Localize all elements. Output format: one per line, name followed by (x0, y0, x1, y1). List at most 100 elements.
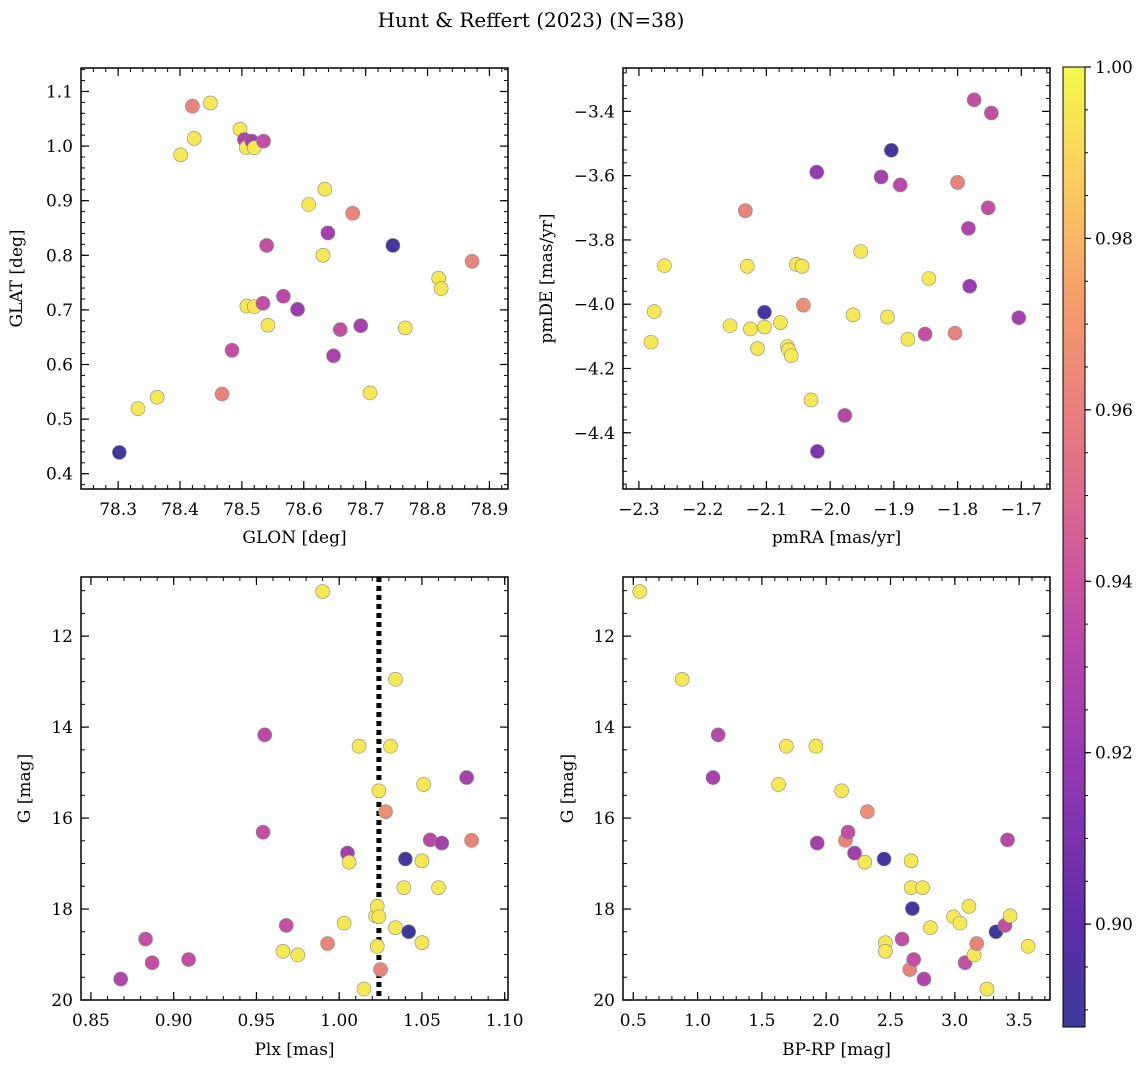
data-point (320, 225, 336, 241)
data-point (809, 164, 825, 180)
x-tick-label: 78.3 (99, 500, 137, 520)
x-tick-label: −2.3 (618, 500, 659, 520)
data-point (371, 909, 387, 925)
y-tick-label: −3.8 (574, 231, 615, 251)
data-point (181, 952, 196, 967)
colorbar-tick-label: 0.90 (1095, 915, 1133, 935)
x-tick-label: −2.1 (746, 500, 787, 520)
ticks-glon-glat: 78.3 78.4 78.5 78.6 78.7 78.8 78.9 0.4 0.5 0.6 0.7… (46, 68, 508, 520)
y-tick-label: 1.1 (46, 82, 73, 102)
data-point (138, 931, 153, 947)
data-point (809, 835, 825, 851)
x-tick-label: 78.9 (471, 500, 509, 520)
data-point (632, 584, 648, 599)
y-tick-label: 12 (593, 627, 615, 647)
y-tick-label: 16 (51, 809, 73, 829)
y-axis-label-g-right: G [mag] (558, 754, 578, 823)
data-point (401, 924, 416, 940)
data-point (396, 880, 412, 895)
data-point (794, 258, 810, 274)
data-point (130, 401, 146, 417)
data-point (796, 297, 811, 313)
data-point (332, 322, 348, 337)
data-point (779, 738, 794, 754)
data-point (905, 901, 920, 916)
x-axis-label-plx: Plx [mas] (254, 1040, 334, 1060)
y-tick-label: 0.5 (46, 410, 73, 430)
data-point (315, 247, 331, 263)
y-tick-label: −4.2 (574, 359, 615, 379)
data-point (961, 221, 976, 236)
data-point (880, 309, 895, 325)
data-point (947, 325, 963, 341)
x-tick-label: −1.7 (1001, 500, 1042, 520)
data-point (773, 315, 788, 330)
data-point (385, 238, 401, 253)
axes-frame-glon-glat (80, 67, 509, 490)
data-point (840, 824, 856, 840)
y-axis-label-pmde: pmDE [mas/yr] (537, 213, 557, 343)
data-point (414, 853, 430, 869)
figure-title: Hunt & Reffert (2023) (N=38) (378, 8, 685, 32)
colorbar-tick-label: 1.00 (1095, 58, 1133, 78)
data-point (336, 915, 352, 931)
data-point (255, 296, 271, 311)
colorbar-tick-label: 0.98 (1095, 229, 1133, 249)
scatter-pmra-pmde (643, 92, 1027, 459)
y-tick-label: 0.8 (46, 246, 73, 266)
data-point (371, 783, 387, 799)
data-point (433, 281, 449, 296)
data-point (923, 920, 938, 935)
data-point (757, 304, 772, 320)
ticks-plx-g: 0.85 0.90 0.95 1.00 1.05 1.10 12 14 16 18 20 (51, 577, 524, 1031)
data-point (383, 738, 398, 754)
data-point (214, 386, 230, 402)
data-point (915, 880, 930, 895)
data-point (362, 385, 378, 401)
scatter-plx-g (113, 577, 479, 1000)
data-point (290, 302, 305, 317)
x-tick-label: 1.05 (403, 1011, 441, 1031)
data-point (185, 98, 200, 114)
y-axis-label-glat: GLAT [deg] (7, 229, 27, 327)
data-point (369, 939, 385, 954)
data-point (950, 175, 965, 190)
y-tick-label: 0.6 (46, 356, 73, 376)
data-point (646, 304, 662, 319)
data-point (301, 197, 317, 212)
data-point (259, 238, 274, 253)
data-point (378, 804, 393, 819)
data-point (112, 445, 127, 460)
data-point (341, 854, 357, 870)
data-point (722, 318, 738, 334)
data-point (431, 880, 446, 895)
data-point (903, 853, 919, 869)
data-point (643, 334, 659, 350)
x-tick-label: 0.85 (72, 1011, 110, 1031)
data-point (857, 854, 873, 870)
data-point (315, 584, 330, 599)
x-axis-label-glon: GLON [deg] (242, 528, 346, 548)
data-point (743, 321, 758, 337)
data-point (373, 962, 388, 977)
y-tick-label: −4.4 (574, 424, 615, 444)
data-point (1002, 908, 1018, 924)
colorbar-tick-label: 0.92 (1095, 744, 1133, 764)
data-point (388, 920, 403, 935)
data-point (916, 971, 932, 987)
data-point (710, 727, 726, 743)
panel-bprp-g: 0.5 1.0 1.5 2.0 2.5 3.0 3.5 12 14 16 18 20 BP-RP [m… (558, 576, 1051, 1060)
panel-glon-glat: 78.3 78.4 78.5 78.6 78.7 78.8 78.9 0.4 0.5 0.6 0.7… (7, 67, 509, 548)
x-tick-label: 78.4 (161, 500, 199, 520)
data-point (783, 348, 799, 363)
x-axis-label-bprp: BP-RP [mag] (782, 1040, 891, 1060)
data-point (969, 936, 984, 951)
data-point (356, 981, 372, 997)
data-point (414, 935, 430, 950)
x-tick-label: 3.5 (1006, 1011, 1033, 1031)
data-point (739, 258, 755, 274)
x-tick-label: 78.7 (347, 500, 385, 520)
data-point (771, 777, 786, 792)
data-point (952, 915, 968, 931)
data-point (674, 672, 690, 687)
